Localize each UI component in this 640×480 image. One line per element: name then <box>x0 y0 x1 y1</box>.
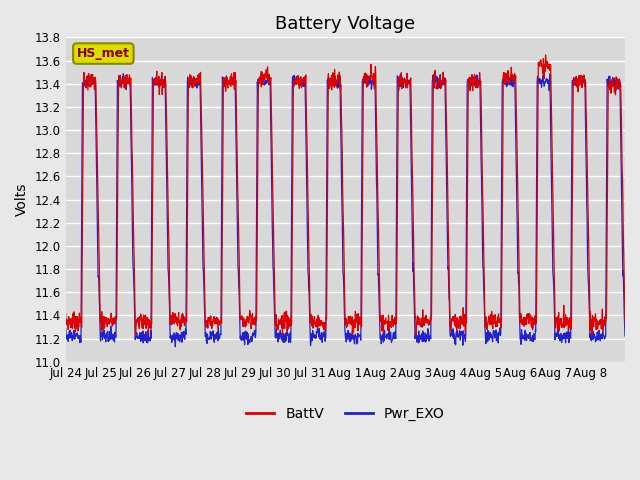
Text: HS_met: HS_met <box>77 47 130 60</box>
Y-axis label: Volts: Volts <box>15 183 29 216</box>
Title: Battery Voltage: Battery Voltage <box>275 15 415 33</box>
Legend: BattV, Pwr_EXO: BattV, Pwr_EXO <box>241 401 450 426</box>
